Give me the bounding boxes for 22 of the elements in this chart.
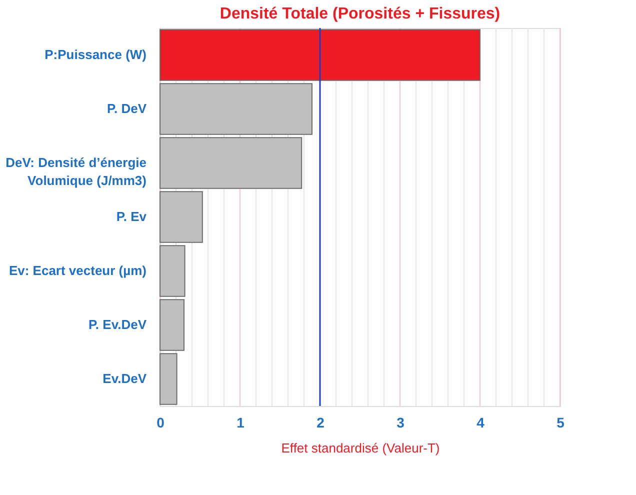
- x-axis-title: Effet standardisé (Valeur-T): [281, 440, 440, 456]
- x-tick-label: 0: [156, 414, 165, 430]
- x-tick-label: 3: [396, 414, 405, 430]
- x-tick-label: 2: [316, 414, 325, 430]
- bar: [160, 83, 312, 135]
- bar: [160, 191, 203, 243]
- x-tick-label: 1: [236, 414, 245, 430]
- chart-title: Densité Totale (Porosités + Fissures): [220, 5, 500, 22]
- y-tick-label: P. Ev: [116, 209, 148, 224]
- x-tick-label: 5: [556, 414, 565, 430]
- y-tick-label: Ev: Ecart vecteur (µm): [8, 263, 146, 278]
- x-tick-label: 4: [476, 414, 485, 430]
- y-tick-label: P. DeV: [106, 101, 147, 116]
- bar: [160, 245, 186, 297]
- y-tick-label: P. Ev.DeV: [88, 317, 147, 332]
- y-tick-label: DeV: Densité d’énergie Volumique (J/mm3): [6, 155, 146, 188]
- bar: [160, 299, 184, 351]
- bar: [160, 353, 178, 405]
- bar: [160, 29, 480, 81]
- bar: [160, 137, 302, 189]
- y-tick-label: Ev.DeV: [102, 371, 147, 386]
- y-tick-label: P:Puissance (W): [44, 47, 146, 62]
